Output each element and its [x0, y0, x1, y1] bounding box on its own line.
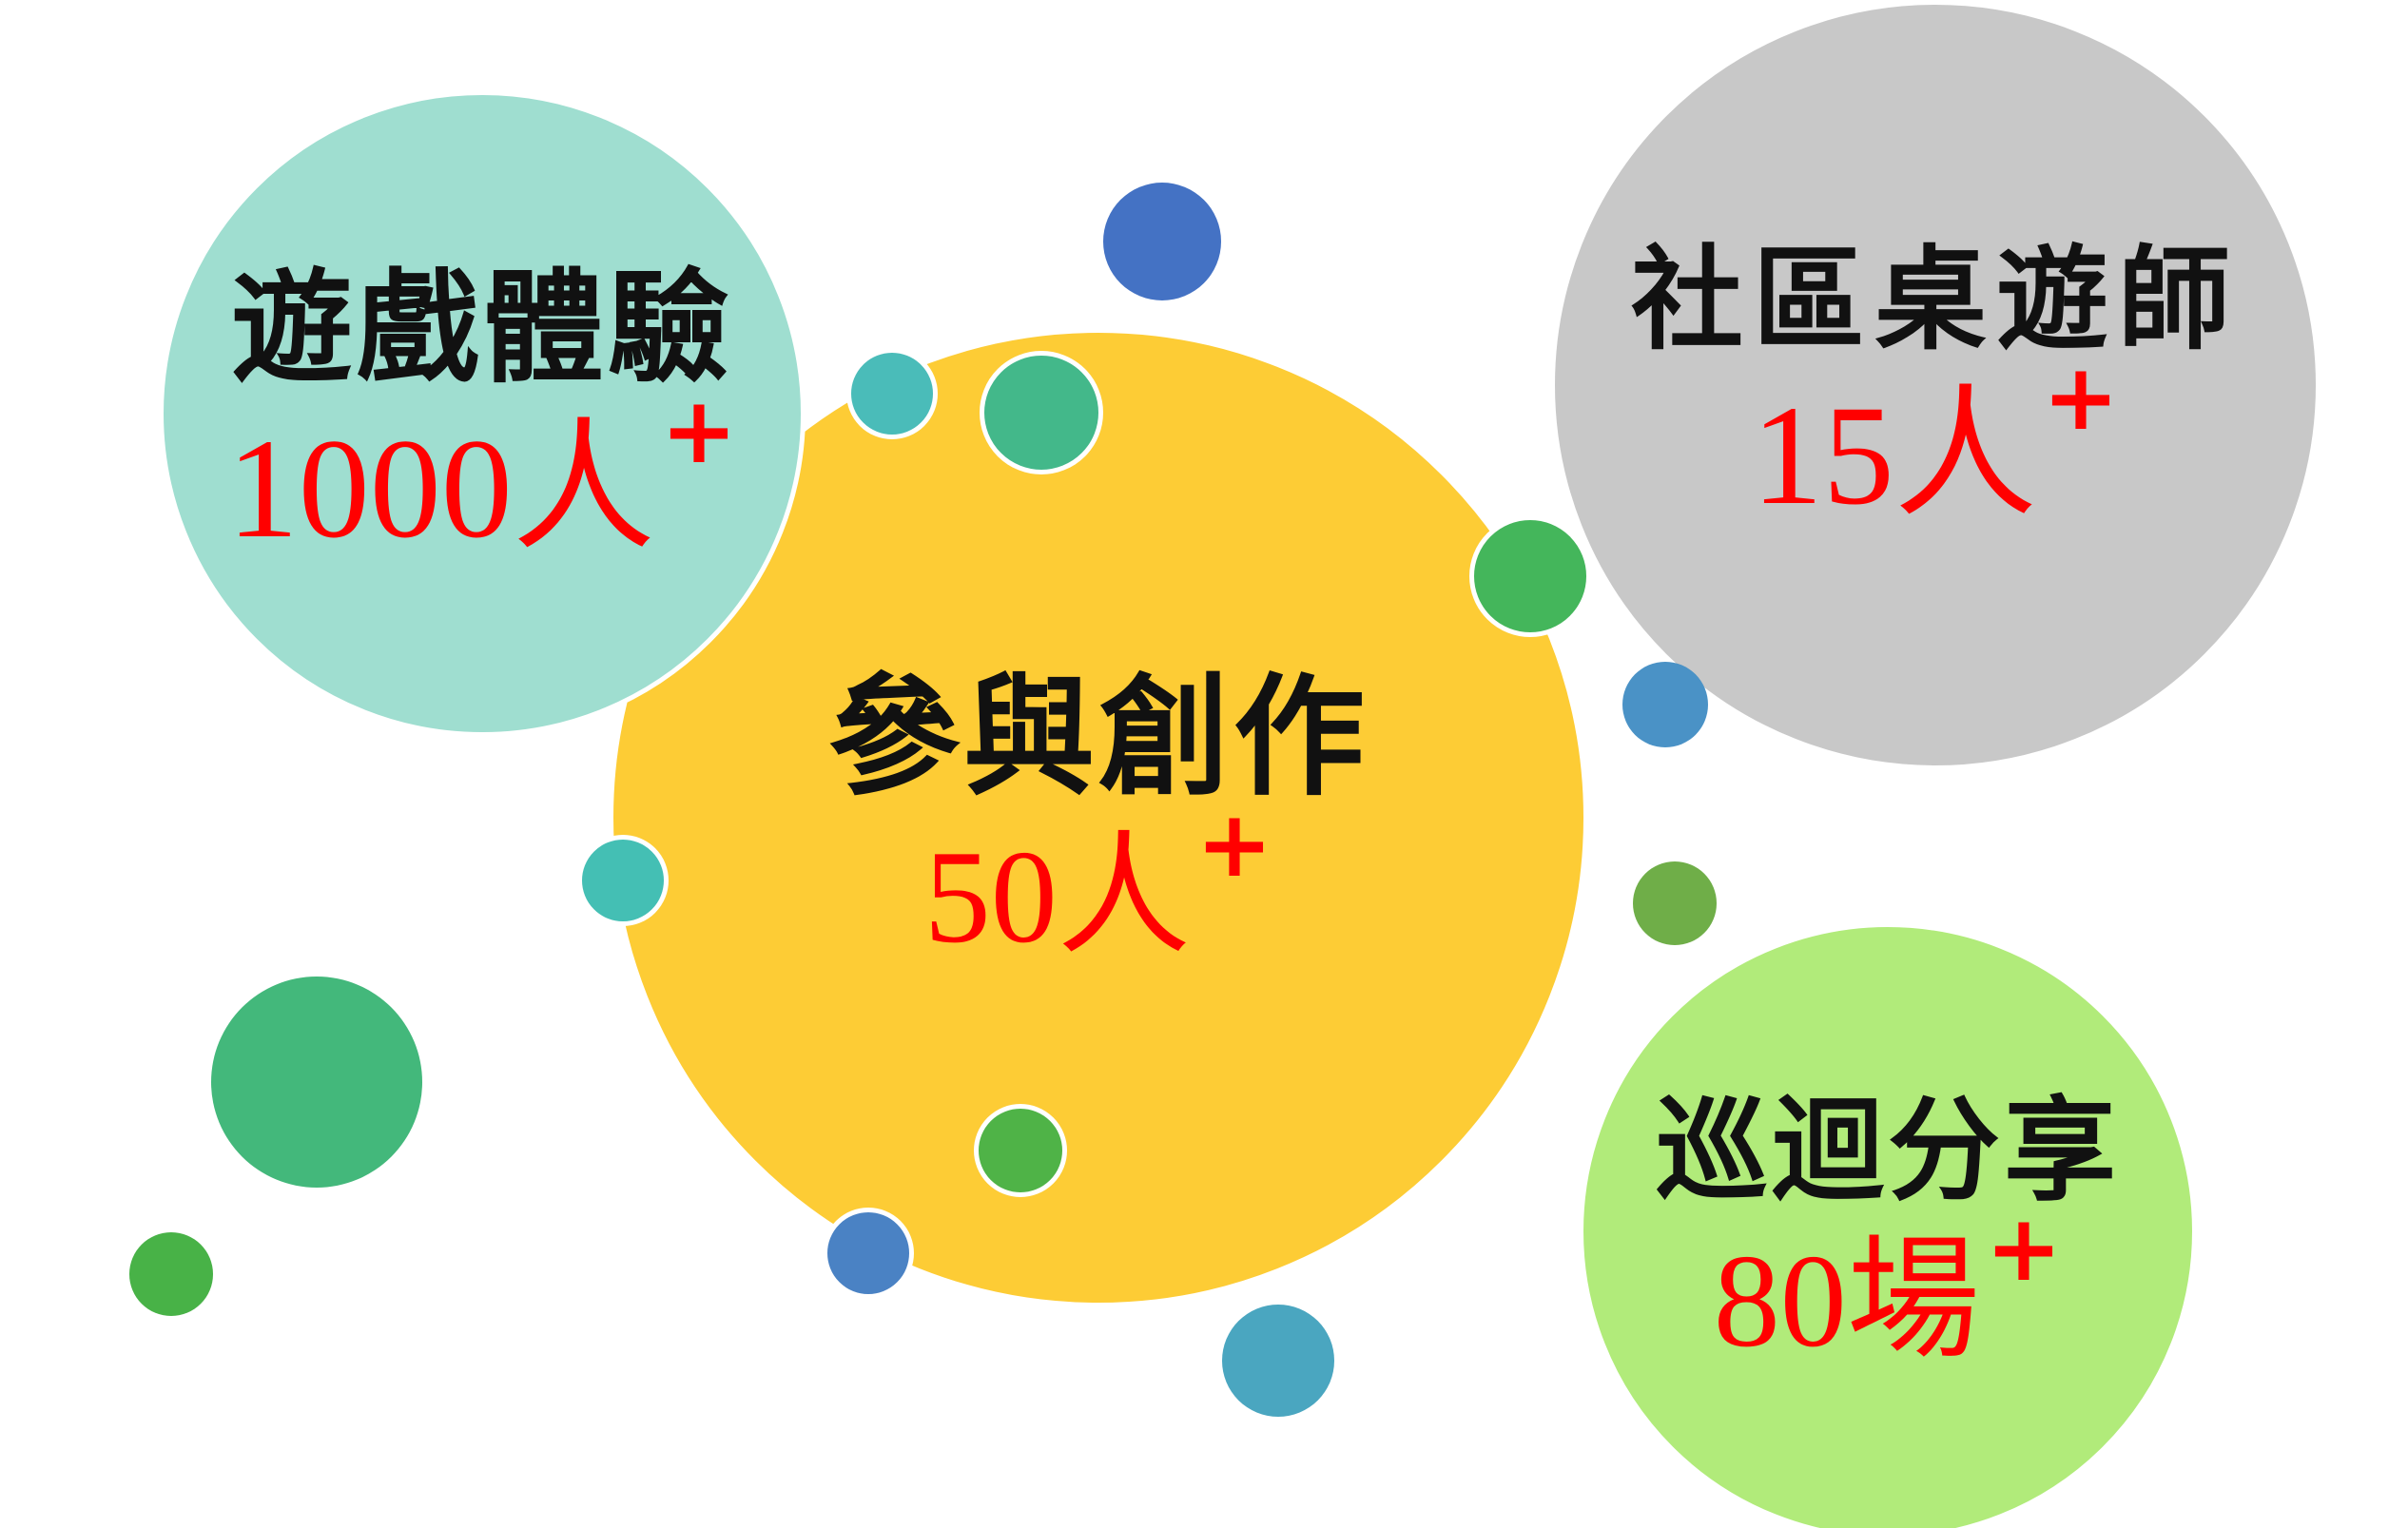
- decor-circle-cyan-bottom: [1222, 1305, 1334, 1417]
- decor-circle-green-top: [980, 351, 1103, 474]
- decor-circle-olive-right: [1633, 861, 1717, 945]
- decor-circle-green-bottom: [974, 1104, 1067, 1197]
- decor-circle-teal-small: [846, 348, 938, 439]
- decor-circle-teal-left: [577, 835, 669, 926]
- tour-sharing-value: 80場: [1713, 1228, 1980, 1375]
- decor-circle-blue-bottom: [823, 1208, 914, 1299]
- game-experience-title: 遊戲體驗: [230, 257, 733, 399]
- community-game-master-title: 社區桌遊師: [1630, 233, 2240, 365]
- creation-participation-plus: +: [1195, 791, 1273, 898]
- creation-participation-value: 50人: [923, 823, 1191, 971]
- decor-circle-blue-right: [1622, 662, 1708, 747]
- creation-participation-value-row: 50人 +: [923, 799, 1272, 971]
- community-game-master-value: 15人: [1751, 377, 2037, 534]
- creation-participation-title: 參與創作: [827, 659, 1369, 814]
- tour-sharing-title: 巡迴分享: [1655, 1084, 2120, 1216]
- decor-circle-green-large-left: [211, 977, 422, 1188]
- decor-circle-blue-top: [1103, 183, 1221, 300]
- tour-sharing-bubble: 巡迴分享 80場 +: [1579, 922, 2197, 1528]
- community-game-master-bubble: 社區桌遊師 15人 +: [1550, 0, 2321, 770]
- tour-sharing-value-row: 80場 +: [1713, 1203, 2062, 1375]
- community-game-master-value-row: 15人 +: [1751, 352, 2119, 534]
- game-experience-plus: +: [660, 377, 738, 484]
- decor-circle-green-right: [1469, 515, 1591, 637]
- game-experience-value: 1000人: [226, 410, 655, 568]
- tour-sharing-plus: +: [1985, 1195, 2063, 1302]
- decor-circle-green-small-left: [129, 1232, 213, 1316]
- community-game-master-plus: +: [2042, 344, 2120, 451]
- game-experience-value-row: 1000人 +: [226, 385, 737, 568]
- game-experience-bubble: 遊戲體驗 1000人 +: [159, 90, 806, 737]
